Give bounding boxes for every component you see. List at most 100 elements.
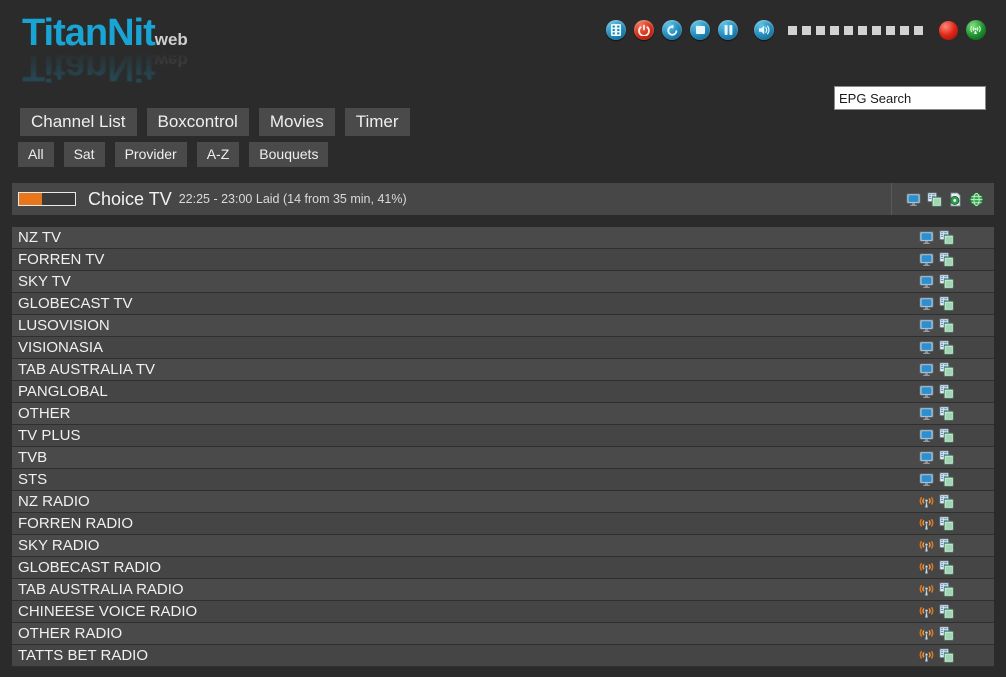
channel-row[interactable]: FORREN RADIO [12, 513, 994, 535]
windows-icon[interactable] [939, 406, 954, 421]
volume-bar[interactable] [788, 25, 797, 35]
windows-icon[interactable] [939, 516, 954, 531]
tab-channel-list[interactable]: Channel List [20, 108, 137, 136]
monitor-icon[interactable] [919, 252, 934, 267]
power-icon[interactable] [634, 20, 654, 40]
monitor-icon[interactable] [919, 296, 934, 311]
antenna-icon[interactable] [919, 494, 934, 509]
channel-row[interactable]: PANGLOBAL [12, 381, 994, 403]
windows-icon[interactable] [939, 626, 954, 641]
channel-row-label: TATTS BET RADIO [18, 647, 149, 664]
antenna-icon[interactable] [919, 538, 934, 553]
channel-row[interactable]: TAB AUSTRALIA RADIO [12, 579, 994, 601]
windows-icon[interactable] [939, 230, 954, 245]
windows-icon[interactable] [939, 428, 954, 443]
windows-icon[interactable] [939, 538, 954, 553]
windows-icon[interactable] [939, 296, 954, 311]
monitor-icon[interactable] [919, 318, 934, 333]
monitor-icon[interactable] [919, 428, 934, 443]
main-nav: Channel List Boxcontrol Movies Timer [20, 108, 410, 136]
channel-row[interactable]: CHINEESE VOICE RADIO [12, 601, 994, 623]
volume-bar[interactable] [830, 25, 839, 35]
volume-bar[interactable] [858, 25, 867, 35]
volume-bar[interactable] [802, 25, 811, 35]
refresh-icon[interactable] [662, 20, 682, 40]
windows-icon[interactable] [939, 340, 954, 355]
subtab-provider[interactable]: Provider [114, 142, 187, 167]
channel-row[interactable]: GLOBECAST TV [12, 293, 994, 315]
tab-boxcontrol[interactable]: Boxcontrol [146, 108, 249, 136]
stop-icon[interactable] [690, 20, 710, 40]
windows-icon[interactable] [927, 191, 942, 207]
monitor-icon[interactable] [919, 230, 934, 245]
subtab-az[interactable]: A-Z [196, 142, 240, 167]
antenna-icon[interactable] [919, 516, 934, 531]
channel-row[interactable]: TVB [12, 447, 994, 469]
antenna-icon[interactable] [919, 648, 934, 663]
monitor-icon[interactable] [919, 450, 934, 465]
windows-icon[interactable] [939, 274, 954, 289]
monitor-icon[interactable] [919, 406, 934, 421]
volume-bar[interactable] [914, 25, 923, 35]
monitor-icon[interactable] [919, 274, 934, 289]
volume-bar[interactable] [872, 25, 881, 35]
channel-row[interactable]: SKY TV [12, 271, 994, 293]
windows-icon[interactable] [939, 318, 954, 333]
monitor-icon[interactable] [919, 340, 934, 355]
channel-row[interactable]: GLOBECAST RADIO [12, 557, 994, 579]
windows-icon[interactable] [939, 604, 954, 619]
windows-icon[interactable] [939, 252, 954, 267]
now-playing-program: 22:25 - 23:00 Laid (14 from 35 min, 41%) [178, 192, 407, 206]
channel-row[interactable]: NZ RADIO [12, 491, 994, 513]
monitor-icon[interactable] [919, 384, 934, 399]
monitor-icon[interactable] [906, 192, 921, 207]
channel-row[interactable]: VISIONASIA [12, 337, 994, 359]
channel-row-actions [919, 560, 994, 575]
channel-row[interactable]: TATTS BET RADIO [12, 645, 994, 667]
channel-row[interactable]: TAB AUSTRALIA TV [12, 359, 994, 381]
windows-icon[interactable] [939, 362, 954, 377]
volume-bar[interactable] [816, 25, 825, 35]
channel-row[interactable]: OTHER [12, 403, 994, 425]
pause-icon[interactable] [718, 20, 738, 40]
windows-icon[interactable] [939, 560, 954, 575]
windows-icon[interactable] [939, 472, 954, 487]
channel-row[interactable]: OTHER RADIO [12, 623, 994, 645]
search-input[interactable] [834, 86, 986, 110]
channel-row[interactable]: LUSOVISION [12, 315, 994, 337]
signal-indicator[interactable] [966, 20, 986, 40]
record-indicator[interactable] [939, 20, 958, 40]
antenna-icon[interactable] [919, 626, 934, 641]
windows-icon[interactable] [939, 648, 954, 663]
channel-row[interactable]: TV PLUS [12, 425, 994, 447]
channel-row-actions [919, 296, 994, 311]
channel-row-actions [919, 252, 994, 267]
antenna-icon[interactable] [919, 582, 934, 597]
volume-level-bars[interactable] [788, 25, 923, 35]
subtab-bouquets[interactable]: Bouquets [249, 142, 329, 167]
channel-row[interactable]: FORREN TV [12, 249, 994, 271]
windows-icon[interactable] [939, 450, 954, 465]
subtab-sat[interactable]: Sat [63, 142, 105, 167]
monitor-icon[interactable] [919, 472, 934, 487]
now-playing-actions [891, 183, 994, 215]
globe-icon[interactable] [969, 192, 984, 207]
windows-icon[interactable] [939, 384, 954, 399]
channel-row[interactable]: SKY RADIO [12, 535, 994, 557]
channel-row[interactable]: STS [12, 469, 994, 491]
volume-bar[interactable] [844, 25, 853, 35]
monitor-icon[interactable] [919, 362, 934, 377]
windows-icon[interactable] [939, 582, 954, 597]
volume-bar[interactable] [886, 25, 895, 35]
subtab-all[interactable]: All [18, 142, 54, 167]
windows-icon[interactable] [939, 494, 954, 509]
antenna-icon[interactable] [919, 604, 934, 619]
speaker-icon[interactable] [754, 20, 774, 40]
media-file-icon[interactable] [948, 191, 963, 207]
keypad-icon[interactable] [606, 20, 626, 40]
antenna-icon[interactable] [919, 560, 934, 575]
channel-row[interactable]: NZ TV [12, 227, 994, 249]
volume-bar[interactable] [900, 25, 909, 35]
tab-timer[interactable]: Timer [344, 108, 410, 136]
tab-movies[interactable]: Movies [258, 108, 335, 136]
